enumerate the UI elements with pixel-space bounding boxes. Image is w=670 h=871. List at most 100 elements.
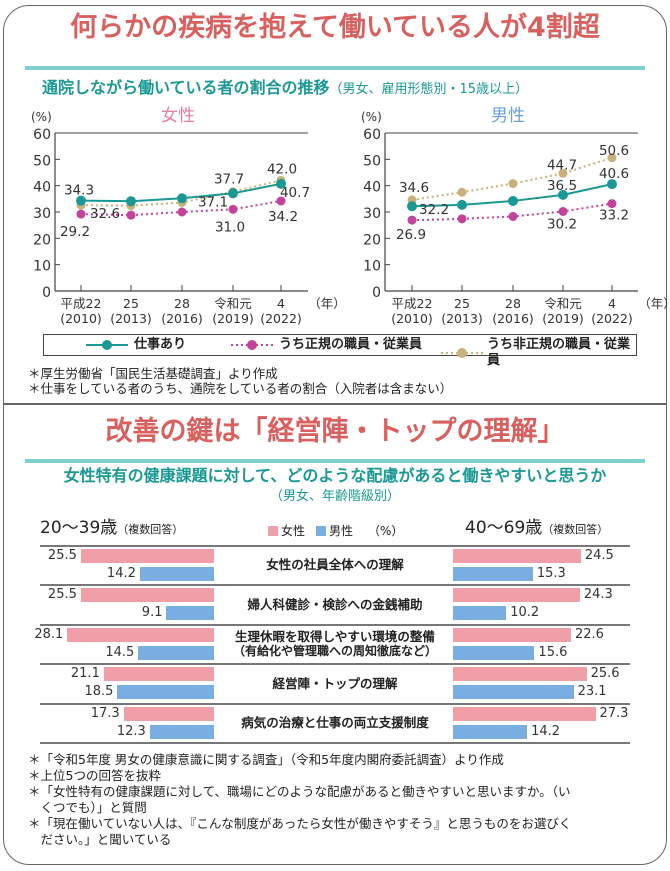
data-point: [76, 209, 86, 219]
data-point: [607, 179, 617, 190]
bar-legend: 女性 男性 （%）: [268, 524, 403, 538]
y-tick-label: 10: [33, 259, 51, 275]
category-label: 生理休暇を取得しやすい環境の整備 （有給化や管理職への周知徹底など）: [230, 629, 440, 659]
x-tick-sublabel: (2022): [260, 311, 302, 326]
data-point: [126, 196, 136, 207]
y-tick-label: 0: [42, 285, 51, 301]
subtitle-main: 通院しながら働いている者の割合の推移: [42, 78, 330, 97]
data-point: [276, 178, 286, 189]
bar-value: 23.1: [577, 684, 607, 699]
category-label-line: 経営陣・トップの理解: [272, 675, 398, 691]
note: ＊「女性特有の健康課題に対して、職場にどのような配慮があると働きやすいと思います…: [28, 784, 571, 799]
bar-value: 9.1: [141, 605, 163, 620]
title-underline: [25, 459, 645, 463]
data-point: [558, 206, 568, 216]
row-divider: [40, 584, 630, 586]
category-label: 経営陣・トップの理解: [230, 676, 440, 691]
y-tick-label: 50: [33, 153, 51, 169]
bar-value: 17.3: [90, 706, 120, 721]
section-divider: [3, 403, 667, 405]
y-tick-label: 60: [363, 127, 381, 143]
bar-value: 14.2: [531, 724, 561, 739]
female-swatch-icon: [268, 526, 278, 536]
section2-subtitle: 女性特有の健康課題に対して、どのような配慮があると働きやすいと思うか: [63, 466, 607, 485]
data-point: [558, 189, 568, 200]
data-point: [457, 214, 467, 224]
section1-subtitle: 通院しながら働いている者の割合の推移（男女、雇用形態別・15歳以上）: [42, 78, 528, 99]
note: ＊「現在働いていない人は、『こんな制度があったら女性が働きやすそう』と思うものを…: [28, 816, 572, 831]
bar-value: 15.3: [536, 566, 566, 581]
x-tick-sublabel: (2019): [212, 311, 254, 326]
bar-value: 14.2: [106, 566, 136, 581]
title-underline: [25, 66, 645, 70]
multi-answer-note: （複数回答）: [117, 523, 184, 536]
bar-female: [453, 707, 596, 721]
y-axis-unit: (%): [361, 110, 382, 124]
row-divider: [40, 663, 630, 665]
y-tick-label: 30: [363, 206, 381, 222]
section2-notes: ＊「令和5年度 男女の健康意識に関する調査」（令和5年度内閣府委託調査）より作成…: [28, 752, 571, 848]
data-label: 34.6: [399, 180, 429, 196]
bar-value: 25.5: [47, 587, 77, 602]
note: くつでも）」と質問: [28, 800, 147, 815]
y-tick-label: 40: [363, 180, 381, 196]
data-label: 32.6: [90, 206, 120, 222]
note: ＊上位5つの回答を抜粋: [28, 768, 161, 783]
x-tick-sublabel: (2016): [161, 311, 203, 326]
category-label: 婦人科健診・検診への金銭補助: [230, 597, 440, 612]
section1-title: 何らかの疾病を抱えて働いている人が4割超: [70, 12, 600, 43]
data-label: 29.2: [60, 224, 90, 240]
bar-female: [80, 588, 214, 602]
data-point: [558, 168, 568, 178]
data-label: 36.5: [547, 178, 577, 194]
data-label: 37.1: [198, 194, 228, 210]
row-divider: [40, 703, 630, 705]
unit-label: （%）: [368, 524, 404, 538]
y-tick-label: 30: [33, 206, 51, 222]
bar-value: 24.5: [584, 548, 614, 563]
row-divider: [40, 545, 630, 547]
x-tick-sublabel: (2013): [441, 311, 483, 326]
left-group-header: 20〜39歳（複数回答）: [40, 518, 183, 540]
bar-value: 14.5: [105, 645, 135, 660]
data-point: [126, 210, 136, 220]
teal-line-marker-icon: [86, 340, 128, 350]
multi-answer-note: （複数回答）: [542, 523, 609, 536]
section2-title: 改善の鍵は「経営陣・トップの理解」: [105, 416, 565, 447]
bar-male: [453, 567, 533, 581]
bar-male: [453, 606, 507, 620]
bar-female: [453, 549, 581, 563]
x-tick-sublabel: (2019): [542, 311, 584, 326]
note: ＊「令和5年度 男女の健康意識に関する調査」（令和5年度内閣府委託調査）より作成: [28, 752, 504, 767]
x-axis-unit: （年）: [638, 296, 670, 311]
section2-subtitle-note: （男女、年齢階級別）: [269, 489, 400, 504]
y-tick-label: 40: [33, 180, 51, 196]
note: ＊仕事をしている者のうち、通院をしている者の割合（入院者は含まない）: [28, 381, 453, 396]
legend-label: うち非正規の職員・従業員: [486, 337, 630, 368]
y-tick-label: 10: [363, 259, 381, 275]
line-chart-male: 男性(%)0102030405060平成22(2010)25(2013)28(2…: [361, 106, 670, 326]
legend-male: 男性: [329, 524, 354, 538]
x-tick-sublabel: (2010): [391, 311, 433, 326]
x-tick-label: 4: [277, 296, 285, 311]
data-label: 32.2: [419, 202, 449, 218]
data-label: 42.0: [267, 161, 297, 177]
data-label: 44.7: [547, 157, 577, 173]
bar-female: [453, 667, 587, 681]
data-label: 34.2: [268, 209, 298, 225]
bar-male: [453, 646, 535, 660]
category-label-line: 婦人科健診・検診への金銭補助: [247, 596, 423, 612]
data-label: 40.7: [280, 185, 310, 201]
data-point: [508, 195, 518, 206]
y-tick-label: 50: [363, 153, 381, 169]
bar-female: [80, 549, 214, 563]
y-tick-label: 20: [33, 232, 51, 248]
legend-item-regular: うち正規の職員・従業員: [229, 337, 422, 353]
bar-male: [138, 646, 214, 660]
right-group-header: 40〜69歳（複数回答）: [465, 518, 608, 540]
group-label: 40〜69歳: [465, 518, 543, 538]
bar-value: 15.6: [538, 645, 568, 660]
bar-value: 28.1: [34, 627, 64, 642]
x-tick-label: 28: [505, 296, 521, 311]
data-point: [508, 179, 518, 189]
